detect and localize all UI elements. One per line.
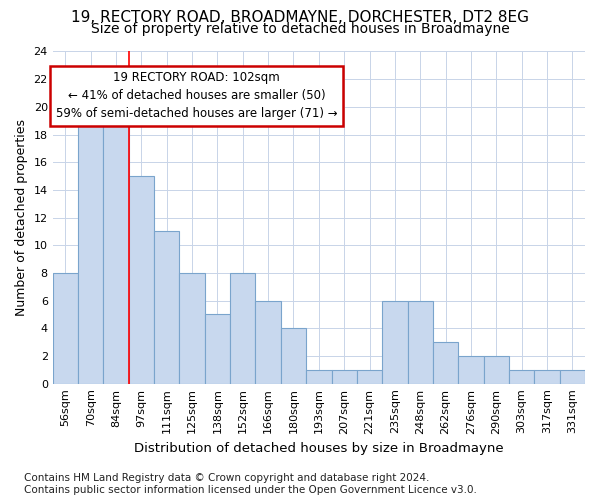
Bar xyxy=(205,314,230,384)
Bar xyxy=(78,120,103,384)
Bar xyxy=(256,300,281,384)
Bar xyxy=(129,176,154,384)
Bar xyxy=(179,273,205,384)
Bar xyxy=(357,370,382,384)
Bar xyxy=(53,273,78,384)
Bar xyxy=(560,370,585,384)
Bar xyxy=(154,232,179,384)
Bar xyxy=(535,370,560,384)
Y-axis label: Number of detached properties: Number of detached properties xyxy=(15,119,28,316)
Bar xyxy=(484,356,509,384)
Text: Size of property relative to detached houses in Broadmayne: Size of property relative to detached ho… xyxy=(91,22,509,36)
X-axis label: Distribution of detached houses by size in Broadmayne: Distribution of detached houses by size … xyxy=(134,442,503,455)
Text: 19 RECTORY ROAD: 102sqm
← 41% of detached houses are smaller (50)
59% of semi-de: 19 RECTORY ROAD: 102sqm ← 41% of detache… xyxy=(56,72,337,120)
Bar xyxy=(433,342,458,384)
Bar xyxy=(103,120,129,384)
Text: Contains HM Land Registry data © Crown copyright and database right 2024.
Contai: Contains HM Land Registry data © Crown c… xyxy=(24,474,477,495)
Bar xyxy=(306,370,332,384)
Bar xyxy=(458,356,484,384)
Bar xyxy=(332,370,357,384)
Text: 19, RECTORY ROAD, BROADMAYNE, DORCHESTER, DT2 8EG: 19, RECTORY ROAD, BROADMAYNE, DORCHESTER… xyxy=(71,10,529,25)
Bar xyxy=(382,300,407,384)
Bar xyxy=(407,300,433,384)
Bar xyxy=(509,370,535,384)
Bar xyxy=(281,328,306,384)
Bar xyxy=(230,273,256,384)
